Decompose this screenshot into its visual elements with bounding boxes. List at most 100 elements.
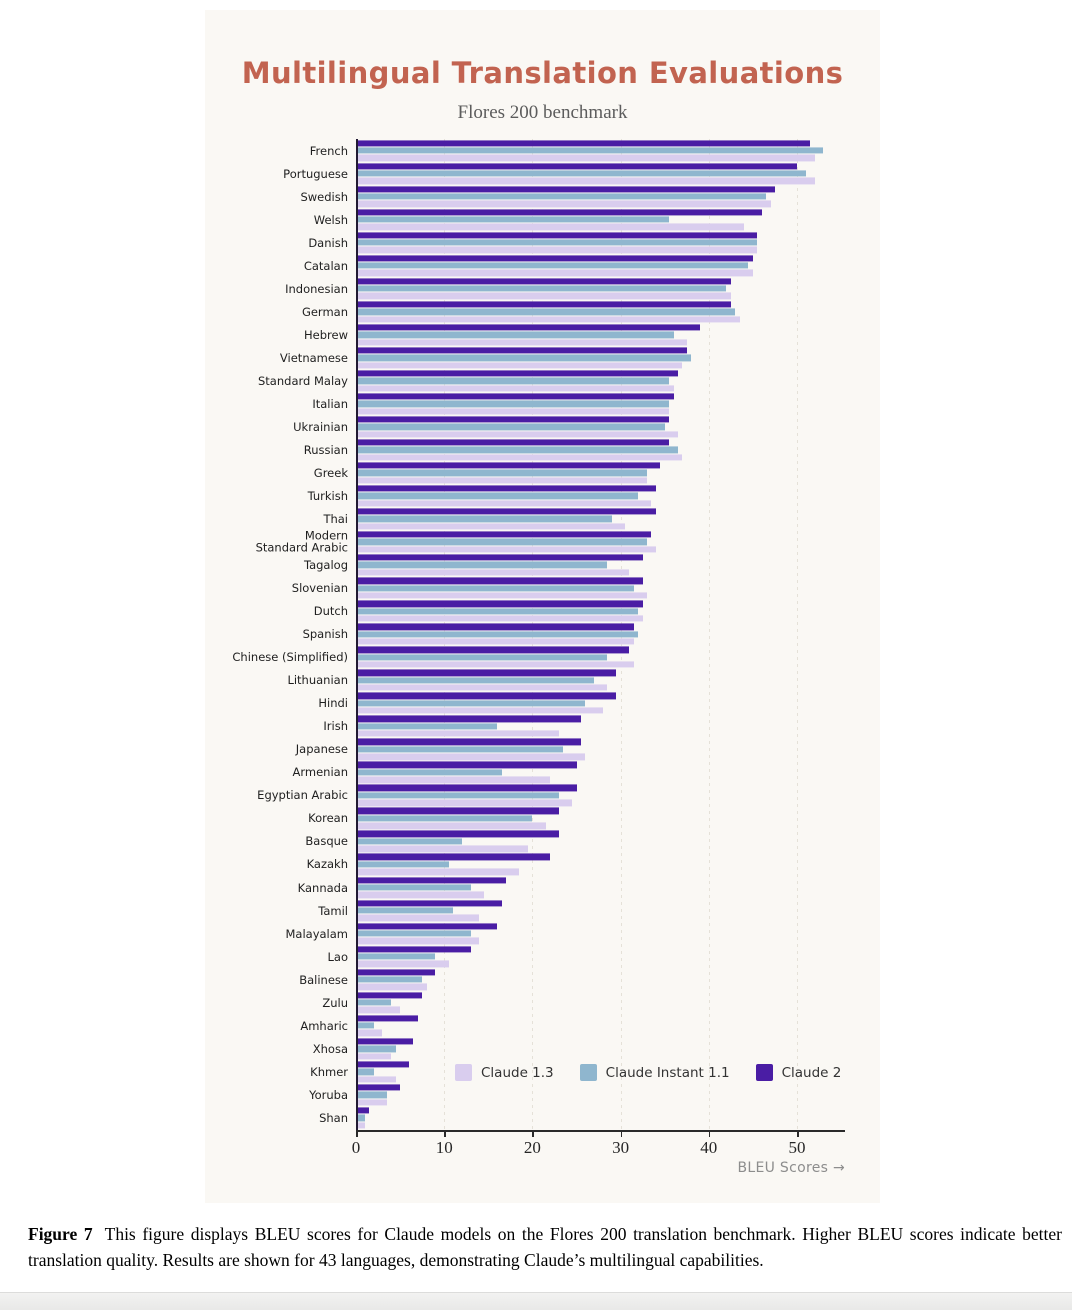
bar-group <box>356 876 506 899</box>
bar-claude-1-3 <box>356 776 551 783</box>
bar-claude-1-3 <box>356 292 731 300</box>
bar-claude-instant-1-1 <box>356 561 608 569</box>
bar-claude-1-3 <box>356 1029 383 1037</box>
bar-claude-instant-1-1 <box>356 884 471 891</box>
chart-row-kazakh: Kazakh <box>205 853 880 876</box>
bar-group <box>356 738 586 760</box>
category-label: Thai <box>323 511 348 526</box>
legend-label: Claude 2 <box>781 1064 842 1081</box>
category-label: Hebrew <box>304 327 348 342</box>
bar-claude-instant-1-1 <box>356 1045 396 1052</box>
category-label: Khmer <box>310 1064 348 1079</box>
category-label: Swedish <box>300 189 348 204</box>
bar-claude-2 <box>356 784 577 792</box>
legend-item-claude-1-3: Claude 1.3 <box>455 1064 554 1081</box>
bar-group <box>356 853 551 876</box>
bar-claude-2 <box>356 485 656 492</box>
bar-claude-1-3 <box>356 315 740 323</box>
category-label: Ukrainian <box>293 419 348 434</box>
bar-claude-2 <box>356 922 498 930</box>
category-label: Dutch <box>313 603 348 618</box>
bar-claude-1-3 <box>356 246 758 254</box>
bar-claude-instant-1-1 <box>356 769 502 776</box>
chart-row-modern-standard-arabic: Modern Standard Arabic <box>205 529 880 554</box>
bar-group <box>356 1084 401 1106</box>
figure-subtitle: Flores 200 benchmark <box>457 102 628 123</box>
bar-group <box>356 600 643 622</box>
legend-swatch-claude-1-3 <box>455 1064 472 1081</box>
bar-claude-2 <box>356 646 630 654</box>
chart-row-shan: Shan <box>205 1106 880 1129</box>
bar-claude-instant-1-1 <box>356 354 692 361</box>
figure-title: Multilingual Translation Evaluations <box>241 56 844 90</box>
x-tick <box>708 1132 711 1137</box>
chart-row-dutch: Dutch <box>205 600 880 623</box>
chart-row-lao: Lao <box>205 945 880 968</box>
bar-claude-2 <box>356 1038 414 1045</box>
bar-group <box>356 969 436 991</box>
category-label: Irish <box>323 719 348 734</box>
bar-claude-instant-1-1 <box>356 331 674 338</box>
bar-claude-2 <box>356 1084 401 1091</box>
bar-claude-2 <box>356 623 634 630</box>
x-axis-line <box>356 1130 845 1132</box>
bar-group <box>356 393 674 415</box>
bar-claude-instant-1-1 <box>356 584 634 592</box>
bar-claude-1-3 <box>356 431 678 438</box>
bar-claude-2 <box>356 946 471 953</box>
bar-claude-instant-1-1 <box>356 1091 387 1098</box>
bar-group <box>356 139 824 162</box>
bar-claude-2 <box>356 830 559 838</box>
bar-claude-1-3 <box>356 500 652 507</box>
bar-claude-1-3 <box>356 569 630 576</box>
chart-row-amharic: Amharic <box>205 1014 880 1037</box>
legend: Claude 1.3 Claude Instant 1.1 Claude 2 <box>455 1064 841 1081</box>
bar-claude-instant-1-1 <box>356 838 462 845</box>
legend-swatch-claude-2 <box>755 1064 773 1081</box>
chart-row-balinese: Balinese <box>205 968 880 991</box>
legend-swatch-claude-instant-1-1 <box>579 1064 597 1081</box>
bar-claude-2 <box>356 1107 370 1114</box>
category-label: Zulu <box>322 995 348 1010</box>
chart-row-kannada: Kannada <box>205 876 880 899</box>
bar-group <box>356 439 683 461</box>
page-bottom-strip <box>0 1292 1072 1310</box>
bar-claude-instant-1-1 <box>356 654 608 661</box>
category-label: Armenian <box>292 765 349 780</box>
figure-panel: Multilingual Translation Evaluations Flo… <box>205 10 880 1203</box>
chart-row-hebrew: Hebrew <box>205 323 880 346</box>
chart-row-russian: Russian <box>205 438 880 461</box>
chart-row-yoruba: Yoruba <box>205 1083 880 1106</box>
chart-row-italian: Italian <box>205 392 880 415</box>
category-label: Egyptian Arabic <box>257 788 348 803</box>
bar-group <box>356 324 700 346</box>
bar-claude-1-3 <box>356 615 643 622</box>
bar-claude-instant-1-1 <box>356 746 564 753</box>
bar-claude-instant-1-1 <box>356 700 586 707</box>
x-tick-label: 50 <box>788 1138 806 1157</box>
bar-claude-1-3 <box>356 661 634 668</box>
bar-claude-2 <box>356 255 753 262</box>
bar-claude-instant-1-1 <box>356 1022 374 1029</box>
category-label: Standard Malay <box>258 373 348 388</box>
legend-label: Claude Instant 1.1 <box>605 1064 730 1081</box>
bar-claude-instant-1-1 <box>356 469 648 477</box>
legend-item-claude-instant-1-1: Claude Instant 1.1 <box>579 1064 730 1081</box>
chart-row-egyptian-arabic: Egyptian Arabic <box>205 784 880 807</box>
category-label: Lao <box>327 949 349 964</box>
chart-row-greek: Greek <box>205 461 880 484</box>
category-label: Balinese <box>299 972 348 987</box>
chart-rows: French Portuguese Swedish Welsh Danish Catala… <box>205 139 880 1130</box>
bar-group <box>356 462 661 484</box>
bar-claude-instant-1-1 <box>356 423 665 431</box>
chart-row-xhosa: Xhosa <box>205 1037 880 1060</box>
chart-row-malayalam: Malayalam <box>205 922 880 945</box>
bar-claude-instant-1-1 <box>356 607 639 615</box>
bar-claude-2 <box>356 600 643 607</box>
x-tick <box>797 1132 799 1137</box>
chart-row-khmer: Khmer <box>205 1060 880 1083</box>
category-label: Vietnamese <box>279 350 348 365</box>
bar-group <box>356 715 581 737</box>
bar-claude-1-3 <box>356 684 608 691</box>
bar-claude-instant-1-1 <box>356 953 436 960</box>
